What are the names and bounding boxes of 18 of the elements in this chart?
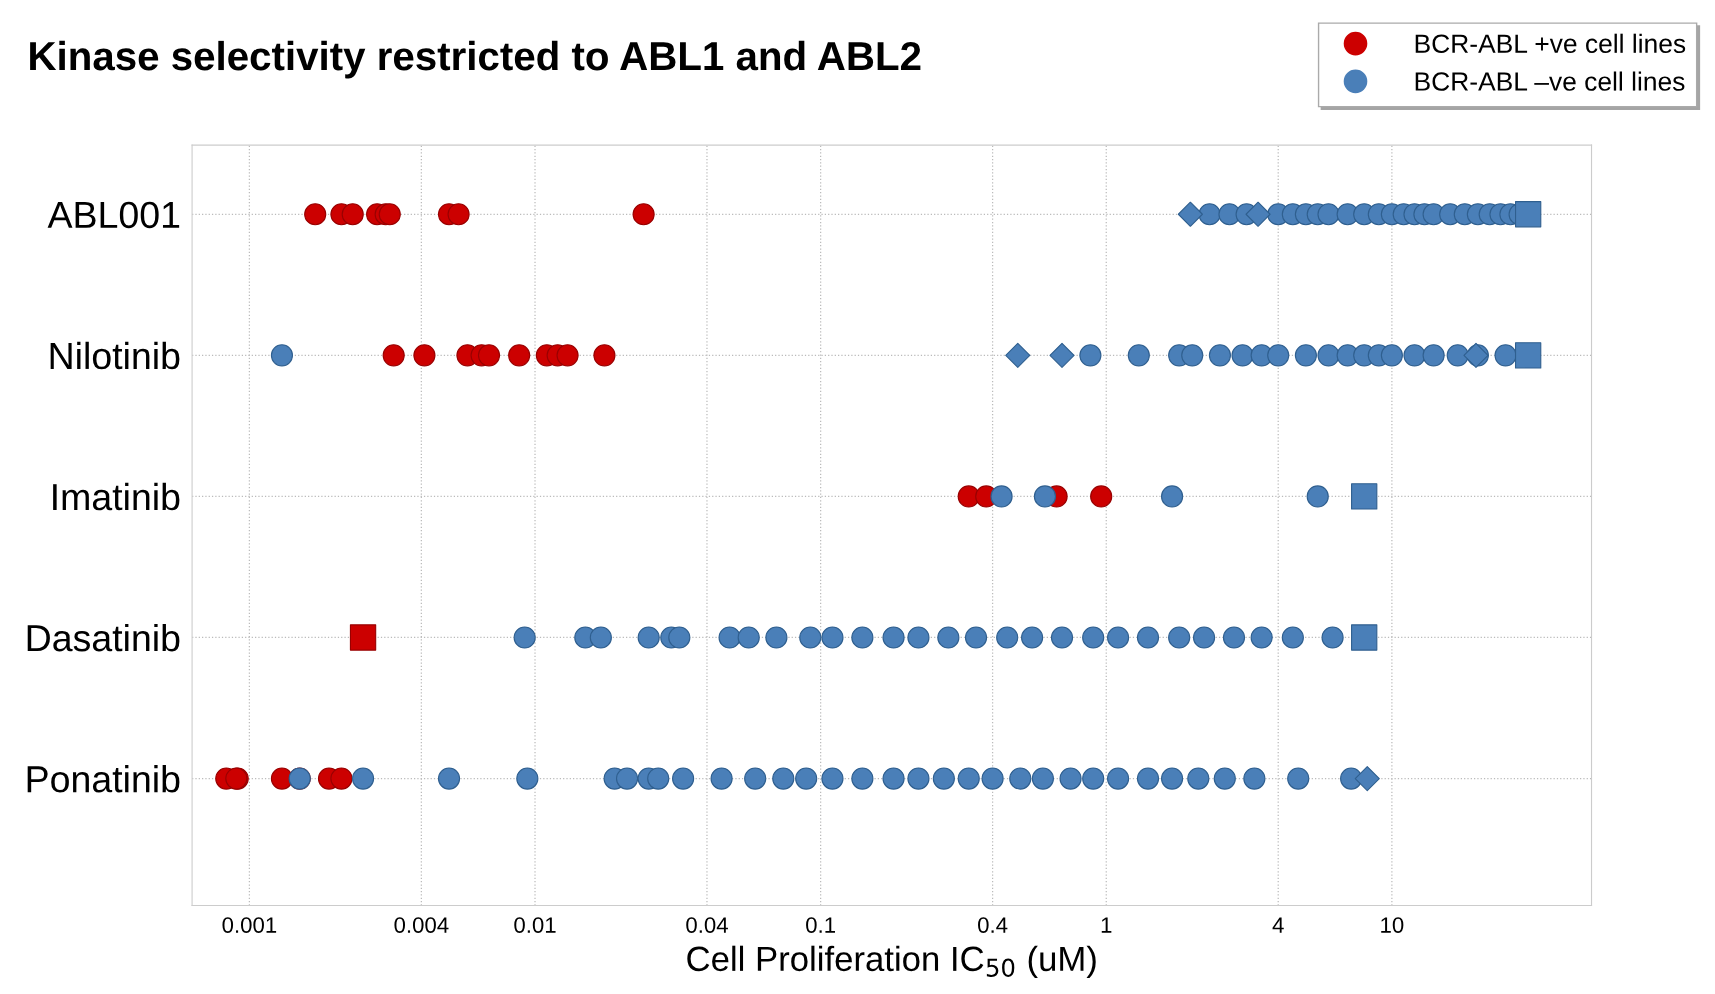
x-axis-title: Cell Proliferation IC$_{50}$ (uM) bbox=[687, 945, 1096, 979]
x-tick-label: 4 bbox=[1272, 917, 1284, 933]
y-tick-label: Imatinib bbox=[53, 482, 180, 511]
x-tick-label: 0.4 bbox=[978, 917, 1008, 933]
x-tick-label: 0.04 bbox=[686, 917, 728, 933]
y-tick-label: Dasatinib bbox=[27, 623, 180, 652]
x-tick-label: 0.1 bbox=[806, 917, 835, 933]
x-tick-label: 1 bbox=[1101, 917, 1112, 933]
legend-label: BCR-ABL +ve cell lines bbox=[1415, 33, 1686, 54]
y-tick-label: Nilotinib bbox=[50, 341, 180, 370]
chart-title: Kinase selectivity restricted to ABL1 and ABL2 bbox=[30, 40, 921, 79]
legend-label: BCR-ABL –ve cell lines bbox=[1415, 71, 1685, 91]
x-tick-label: 0.01 bbox=[514, 917, 556, 933]
y-tick-label: ABL001 bbox=[47, 201, 180, 229]
x-tick-label: 0.004 bbox=[394, 917, 449, 933]
x-tick-label: 0.001 bbox=[222, 917, 277, 933]
x-tick-label: 10 bbox=[1381, 917, 1404, 933]
y-tick-label: Ponatinib bbox=[27, 764, 180, 793]
